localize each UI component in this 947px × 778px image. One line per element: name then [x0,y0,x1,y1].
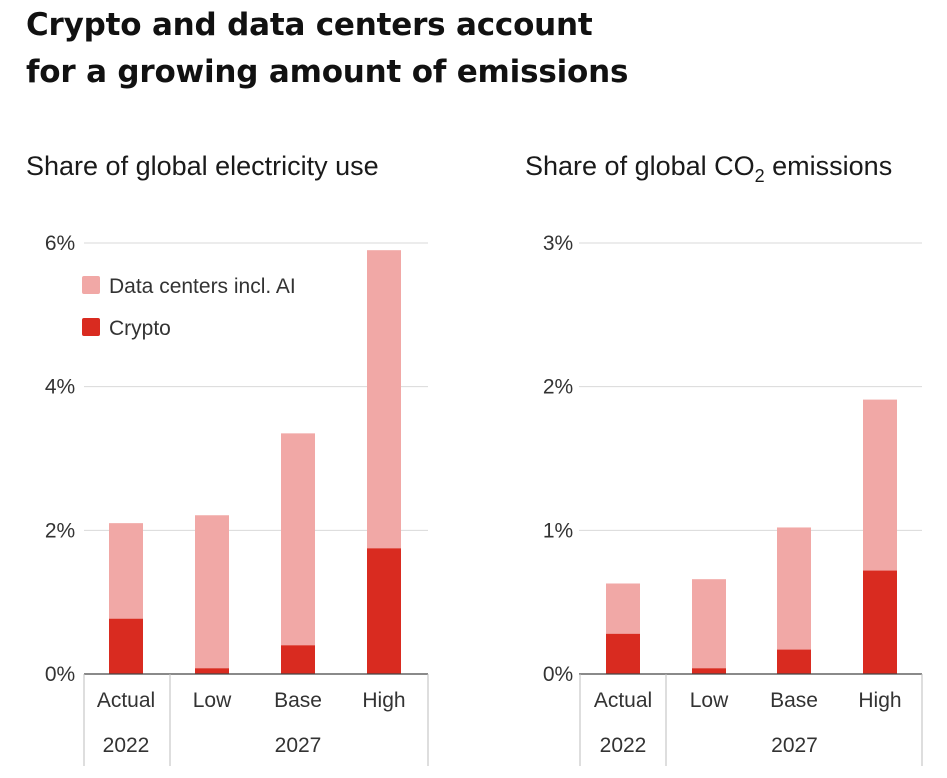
emissions-bar-crypto-base [777,649,811,674]
legend: Data centers incl. AI Crypto [82,275,296,340]
emissions-y-tick-label: 0% [543,663,573,686]
emissions-bars [606,399,897,674]
chart-title-line-1: Crypto and data centers account [26,7,593,43]
emissions-bar-data-centers-high [863,399,897,571]
electricity-bar-crypto-high [367,548,401,674]
emissions-bar-data-centers-actual [606,583,640,634]
electricity-panel: Share of global electricity use 0% 2% 4% 6%… [26,151,429,766]
electricity-x-tick-label-high: High [362,689,405,712]
emissions-bar-crypto-high [863,570,897,674]
emissions-bar-crypto-actual [606,633,640,674]
legend-label-data-centers: Data centers incl. AI [109,275,296,298]
electricity-x-tick-label-base: Base [274,689,322,712]
emissions-group-label-2027: 2027 [771,734,818,757]
emissions-y-tick-label: 3% [543,232,573,255]
electricity-y-tick-label: 6% [45,232,75,255]
emissions-subtitle-main: Share of global CO [525,151,755,181]
emissions-x-tick-label-high: High [858,689,901,712]
emissions-subtitle-tail: emissions [765,151,893,181]
emissions-group-label-2022: 2022 [600,734,647,757]
legend-swatch-data-centers [82,276,100,294]
electricity-y-tick-label: 0% [45,663,75,686]
electricity-x-tick-label-actual: Actual [97,689,155,712]
electricity-y-tick-label: 2% [45,519,75,542]
electricity-bar-crypto-actual [109,618,143,674]
legend-label-crypto: Crypto [109,317,171,340]
chart-title-line-2: for a growing amount of emissions [26,54,629,90]
emissions-y-tick-label: 1% [543,519,573,542]
electricity-x-tick-label-low: Low [193,689,232,712]
electricity-x-axis: Actual Low Base High 2022 2027 [83,673,429,766]
legend-swatch-crypto [82,318,100,336]
electricity-bar-data-centers-base [281,433,315,646]
emissions-x-axis: Actual Low Base High 2022 2027 [579,673,923,766]
emissions-x-tick-label-actual: Actual [594,689,652,712]
electricity-bar-data-centers-high [367,250,401,549]
emissions-panel: Share of global CO2 emissions 0% 1% 2% 3% A… [525,151,923,766]
emissions-bar-data-centers-low [692,579,726,669]
emissions-subtitle: Share of global CO2 emissions [525,151,892,186]
emissions-x-tick-label-low: Low [690,689,729,712]
emissions-bar-data-centers-base [777,527,811,650]
electricity-group-label-2027: 2027 [275,734,322,757]
emissions-bar-crypto-low [692,668,726,674]
electricity-bar-crypto-low [195,668,229,674]
electricity-y-tick-label: 4% [45,376,75,399]
electricity-bar-crypto-base [281,645,315,674]
electricity-bar-data-centers-low [195,515,229,669]
chart-title: Crypto and data centers account for a gr… [26,2,628,96]
emissions-y-tick-label: 2% [543,376,573,399]
emissions-gridlines: 0% 1% 2% 3% [543,232,922,686]
emissions-subtitle-subscript: 2 [755,166,765,186]
electricity-subtitle: Share of global electricity use [26,151,379,181]
electricity-bars [109,250,401,674]
electricity-group-label-2022: 2022 [103,734,150,757]
emissions-x-tick-label-base: Base [770,689,818,712]
electricity-bar-data-centers-actual [109,523,143,619]
